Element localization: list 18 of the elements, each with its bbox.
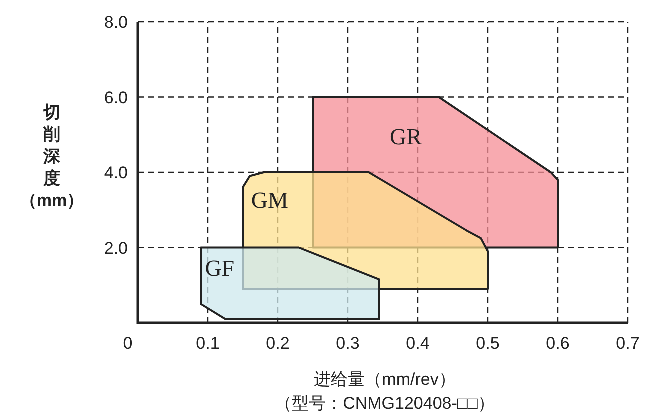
x-tick-label: 0.5 — [476, 334, 500, 353]
x-tick-label: 0.1 — [196, 334, 220, 353]
x-tick-label: 0.3 — [336, 334, 360, 353]
text: （型号：CNMG120408-□□） — [275, 394, 495, 413]
y-tick-label: 4.0 — [104, 164, 128, 182]
x-axis-title: 进给量（mm/rev） — [314, 370, 456, 389]
y-tick-label: 2.0 — [104, 238, 128, 258]
x-tick-label: 0.7 — [616, 334, 640, 353]
x-tick-label: 0.2 — [266, 334, 290, 353]
series-label: GR — [390, 124, 423, 150]
y-tick-label: 6.0 — [104, 88, 128, 108]
x-tick-label: 0 — [123, 334, 133, 353]
x-tick-label: 0.6 — [546, 334, 570, 353]
y-axis-title: 切削深度（mm） — [20, 103, 84, 210]
x-tick-label: 0.4 — [406, 334, 430, 353]
series-label: GF — [205, 256, 235, 281]
series-label: GM — [251, 188, 288, 214]
y-tick-label: 8.0 — [104, 13, 128, 32]
